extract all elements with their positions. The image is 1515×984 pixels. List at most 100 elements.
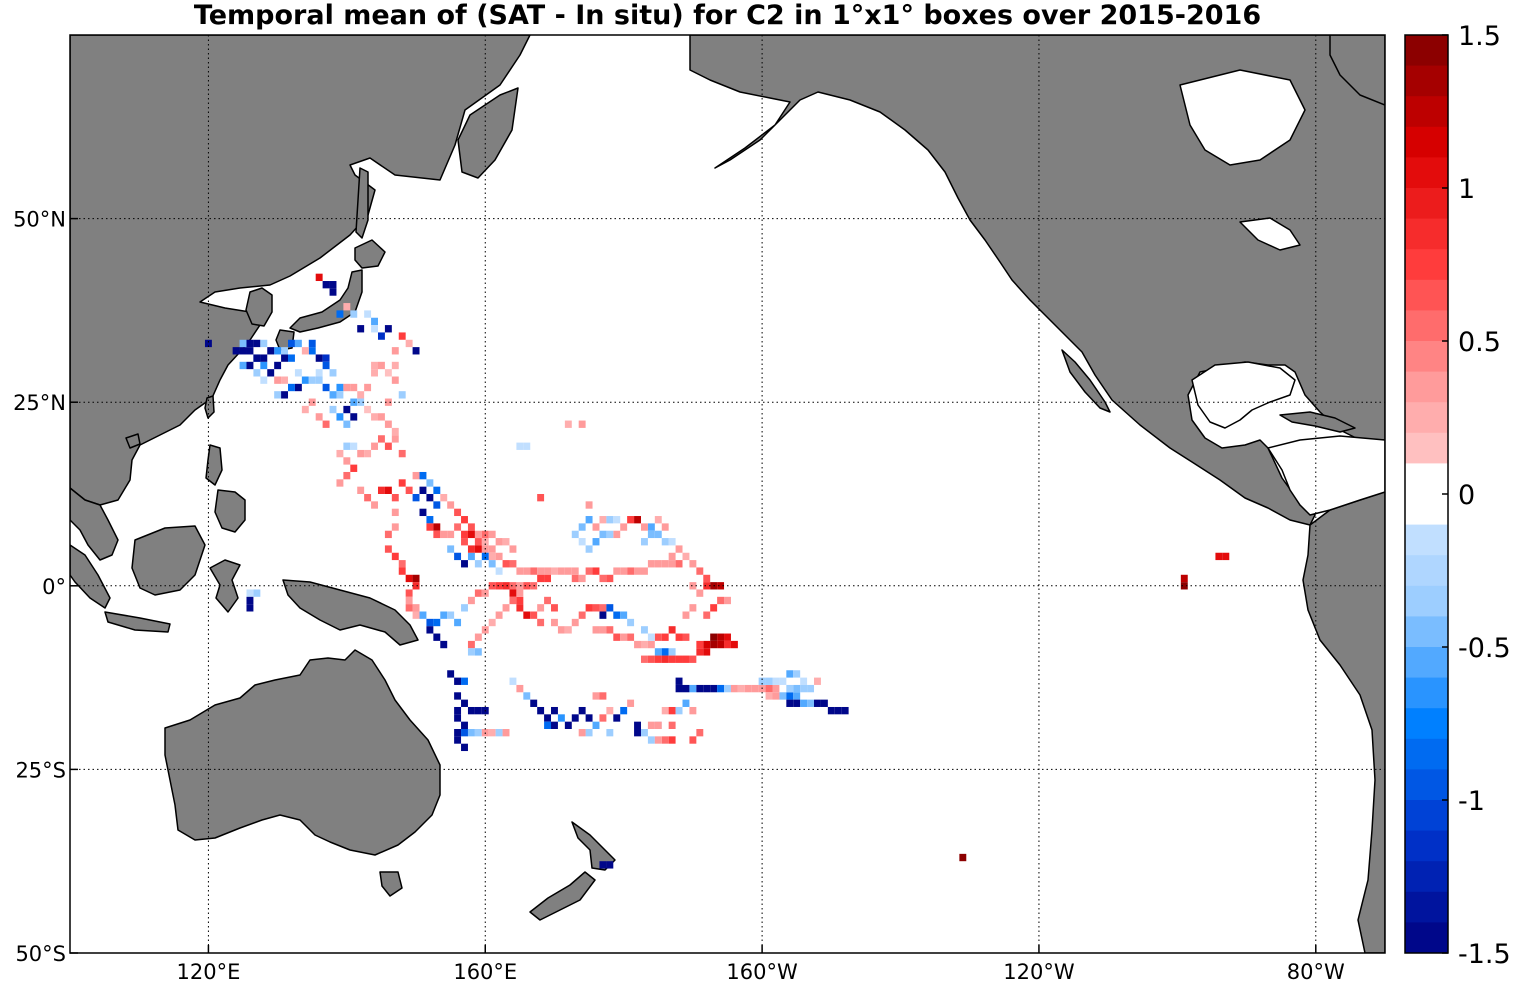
land-sakhalin	[355, 167, 369, 239]
data-cell	[585, 567, 593, 575]
data-cell	[703, 574, 711, 583]
colorbar	[1405, 35, 1448, 954]
data-cell	[350, 464, 358, 472]
data-cell	[654, 648, 662, 656]
data-cell	[571, 618, 579, 627]
y-tick-label: 50°S	[15, 942, 66, 966]
data-cell	[253, 369, 261, 377]
data-cell	[433, 618, 441, 627]
colorbar-swatch	[1405, 769, 1448, 801]
data-cell	[786, 670, 794, 678]
land-java	[104, 611, 171, 633]
data-cell	[668, 626, 676, 634]
data-cell	[647, 633, 655, 641]
data-cell	[682, 611, 690, 619]
colorbar-swatch	[1405, 126, 1448, 158]
data-cell	[564, 420, 572, 428]
data-cell	[675, 684, 683, 693]
data-cell	[391, 347, 399, 355]
data-cell	[371, 325, 378, 333]
data-cell	[488, 530, 496, 539]
data-cell	[599, 574, 607, 583]
data-cell	[391, 361, 399, 370]
data-cell	[530, 567, 538, 575]
data-cell	[488, 552, 496, 561]
data-cell	[814, 677, 821, 685]
data-cell	[454, 523, 462, 531]
data-cell	[516, 684, 524, 693]
data-cell	[551, 604, 558, 612]
data-cell	[537, 567, 545, 575]
data-cell	[495, 729, 503, 737]
y-tick-label: 25°N	[13, 391, 66, 415]
data-cell	[384, 545, 392, 553]
land-nz-south	[529, 871, 596, 921]
data-cell	[800, 677, 808, 685]
data-cell	[544, 714, 552, 722]
data-cell	[308, 376, 316, 384]
data-cell	[786, 692, 794, 700]
data-cell	[481, 552, 489, 561]
data-cell	[377, 486, 385, 494]
data-cell	[474, 545, 482, 553]
data-cell	[502, 538, 510, 546]
colorbar-swatch	[1405, 891, 1448, 923]
data-cell	[377, 361, 385, 370]
colorbar-swatch	[1405, 35, 1448, 67]
data-cell	[474, 648, 482, 656]
data-cell	[350, 442, 358, 450]
data-cell	[696, 567, 704, 575]
data-cell	[537, 604, 545, 612]
data-cell	[454, 552, 462, 561]
data-cell	[675, 677, 683, 685]
data-cell	[661, 523, 669, 531]
data-cell	[384, 420, 392, 428]
data-cell	[613, 633, 621, 641]
data-cell	[647, 560, 655, 568]
land-borneo	[131, 525, 206, 596]
colorbar-swatch	[1405, 371, 1448, 403]
data-cell	[592, 692, 600, 700]
data-cell	[412, 611, 420, 619]
data-cell	[426, 516, 434, 524]
data-cell	[571, 530, 579, 539]
data-cell	[433, 501, 441, 509]
data-cell	[523, 442, 531, 450]
data-cell	[620, 611, 628, 619]
data-cell	[467, 523, 475, 531]
data-cell	[564, 567, 572, 575]
data-cell	[675, 633, 683, 641]
data-cell	[474, 538, 482, 546]
data-cell	[668, 721, 676, 729]
data-cell	[703, 648, 711, 656]
data-cell	[599, 692, 607, 700]
data-cell	[703, 582, 711, 590]
data-cell	[294, 383, 302, 392]
data-cell	[703, 611, 711, 619]
data-cell	[398, 560, 406, 568]
data-cell	[544, 721, 552, 729]
data-cell	[620, 633, 628, 641]
data-cell	[537, 574, 545, 583]
data-cell	[647, 655, 655, 663]
data-cell	[682, 655, 690, 663]
colorbar-swatch	[1405, 616, 1448, 648]
land-tasmania	[379, 871, 403, 897]
data-cell	[474, 560, 482, 568]
data-cell	[793, 670, 801, 678]
data-cell	[426, 479, 434, 487]
data-cell	[474, 633, 482, 641]
data-cell	[1180, 574, 1188, 583]
data-cell	[461, 516, 468, 524]
data-cell	[544, 574, 552, 583]
data-cell	[454, 729, 462, 737]
data-cell	[391, 508, 399, 517]
data-cell	[551, 706, 558, 715]
data-cell	[371, 369, 378, 377]
land-japan-honshu	[289, 269, 363, 333]
data-cell	[260, 361, 268, 370]
data-cell	[557, 714, 565, 722]
land-taiwan	[204, 395, 215, 419]
data-cell	[440, 611, 448, 619]
data-cell	[703, 640, 711, 649]
